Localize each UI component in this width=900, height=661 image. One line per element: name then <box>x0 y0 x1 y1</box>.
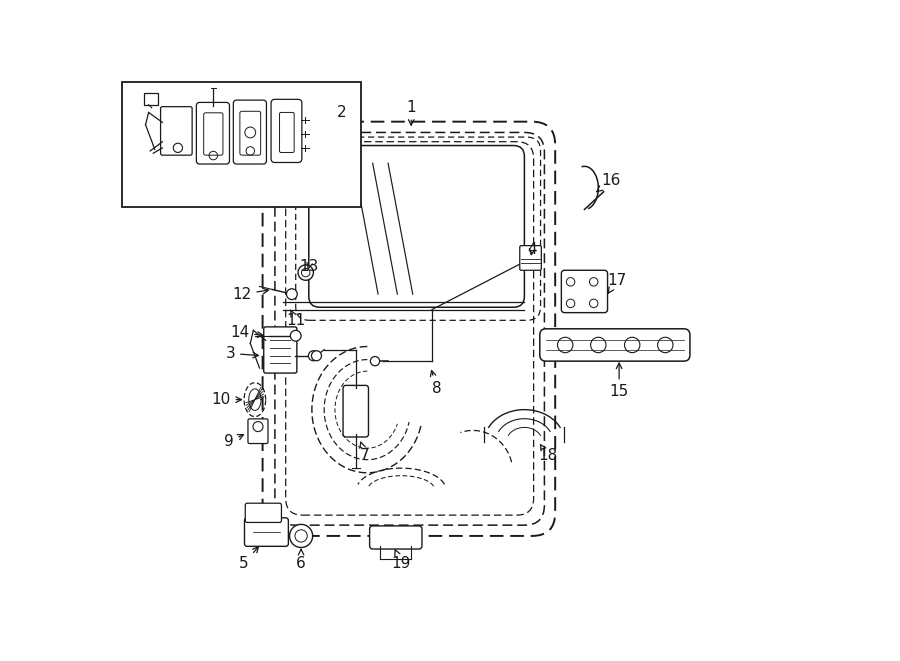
Text: 14: 14 <box>230 325 263 340</box>
Text: 10: 10 <box>212 392 241 407</box>
Text: 9: 9 <box>224 434 244 449</box>
FancyBboxPatch shape <box>370 526 422 549</box>
Text: 6: 6 <box>296 549 306 571</box>
Text: 13: 13 <box>299 259 319 274</box>
Circle shape <box>291 330 302 341</box>
Circle shape <box>311 351 321 361</box>
FancyBboxPatch shape <box>245 518 288 547</box>
FancyBboxPatch shape <box>248 419 268 444</box>
Text: 7: 7 <box>360 442 370 463</box>
Text: 2: 2 <box>337 105 347 120</box>
Text: 12: 12 <box>232 287 268 301</box>
FancyBboxPatch shape <box>343 385 368 437</box>
Circle shape <box>298 265 313 280</box>
FancyBboxPatch shape <box>540 329 690 361</box>
Text: 5: 5 <box>239 547 258 571</box>
Text: 17: 17 <box>608 273 626 293</box>
Text: 15: 15 <box>609 363 629 399</box>
Circle shape <box>290 524 312 547</box>
Text: 19: 19 <box>392 550 411 571</box>
Text: 8: 8 <box>430 371 441 395</box>
Text: 11: 11 <box>286 310 305 328</box>
Bar <box>122 83 361 207</box>
Circle shape <box>309 351 319 361</box>
Circle shape <box>371 356 380 366</box>
FancyBboxPatch shape <box>562 270 608 313</box>
FancyBboxPatch shape <box>246 503 282 522</box>
FancyBboxPatch shape <box>264 327 297 373</box>
Text: 16: 16 <box>597 173 621 192</box>
Text: 18: 18 <box>538 445 557 463</box>
Text: 1: 1 <box>407 100 416 125</box>
Text: 4: 4 <box>527 242 537 257</box>
FancyBboxPatch shape <box>520 246 541 270</box>
Bar <box>144 93 158 104</box>
FancyBboxPatch shape <box>309 145 525 307</box>
Circle shape <box>286 289 297 299</box>
Text: 3: 3 <box>225 346 258 361</box>
